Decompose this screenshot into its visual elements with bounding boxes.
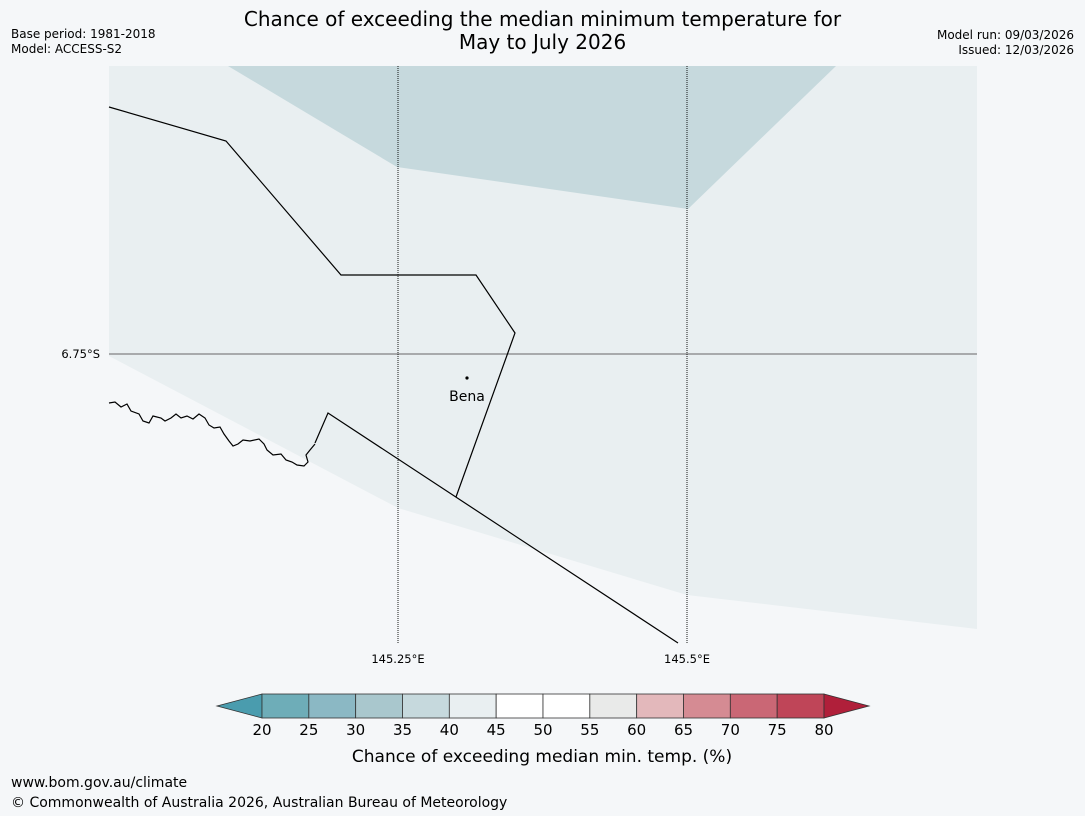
province-border-south: [314, 412, 679, 644]
province-border: [108, 106, 516, 498]
colorbar-tick-label: 40: [440, 721, 459, 739]
meta-left: Base period: 1981-2018 Model: ACCESS-S2: [11, 27, 156, 57]
model-run-date: Model run: 09/03/2026: [936, 28, 1074, 42]
colorbar-tick-label: 65: [674, 721, 693, 739]
forecast-region-40-45: [109, 66, 977, 629]
colorbar-cell: [495, 693, 544, 719]
colorbar-tick-label: 55: [580, 721, 599, 739]
longitude-label-145-25: 145.25°E: [371, 652, 424, 666]
colorbar-tick-label: 35: [393, 721, 412, 739]
map-title-line2: May to July 2026: [458, 30, 627, 54]
colorbar-cell: [776, 693, 825, 719]
latitude-label: 6.75°S: [61, 347, 100, 361]
colorbar-tick-label: 70: [721, 721, 740, 739]
forecast-region-35-40: [228, 66, 836, 209]
bena-label: Bena: [449, 389, 485, 405]
colorbar-tick-label: 75: [768, 721, 787, 739]
bena-marker: [465, 376, 469, 380]
colorbar-tick-label: 30: [346, 721, 365, 739]
footer-copyright: © Commonwealth of Australia 2026, Austra…: [11, 795, 508, 811]
colorbar-cells: [215, 693, 871, 719]
map-title-line1: Chance of exceeding the median minimum t…: [243, 7, 842, 31]
colorbar-cell: [355, 693, 403, 719]
colorbar-extend-low: [215, 693, 263, 719]
longitude-label-145-5: 145.5°E: [664, 652, 710, 666]
issued-date: Issued: 12/03/2026: [958, 43, 1074, 57]
colorbar-cell: [402, 693, 450, 719]
colorbar-extend-high: [823, 693, 871, 719]
footer-url: www.bom.gov.au/climate: [11, 775, 188, 791]
colorbar-tick-label: 45: [487, 721, 506, 739]
colorbar-cell: [636, 693, 684, 719]
colorbar-cell: [261, 693, 310, 719]
colorbar-ticks: 20 25 30 35 40 45 50 55 60 65 70 75 80: [252, 721, 833, 739]
coastline: [108, 401, 316, 467]
colorbar-cell: [729, 693, 778, 719]
base-period: Base period: 1981-2018: [11, 27, 156, 41]
colorbar-cell: [542, 693, 591, 719]
colorbar-tick-label: 50: [533, 721, 552, 739]
meta-right: Model run: 09/03/2026 Issued: 12/03/2026: [937, 28, 1074, 58]
colorbar-cell: [308, 693, 357, 719]
colorbar-tick-label: 25: [299, 721, 318, 739]
model-name: Model: ACCESS-S2: [11, 42, 123, 56]
colorbar-tick-label: 20: [252, 721, 271, 739]
colorbar-tick-label: 60: [627, 721, 646, 739]
colorbar-label: Chance of exceeding median min. temp. (%…: [352, 747, 732, 767]
colorbar-tick-label: 80: [814, 721, 833, 739]
colorbar-cell: [448, 693, 497, 719]
colorbar-cell: [683, 693, 731, 719]
colorbar-cell: [589, 693, 638, 719]
